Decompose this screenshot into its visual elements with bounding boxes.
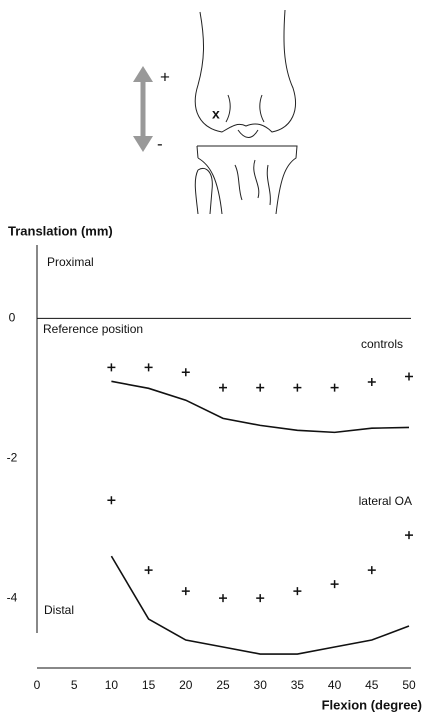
x-axis-title: Flexion (degree) — [322, 697, 422, 712]
annotation: Distal — [44, 603, 74, 617]
x-tick-label: 45 — [365, 678, 379, 692]
data-marker — [293, 383, 302, 392]
marker-label: x — [212, 106, 220, 122]
annotation: Proximal — [47, 255, 94, 269]
x-tick-label: 5 — [71, 678, 78, 692]
y-tick-label: -4 — [7, 590, 18, 604]
y-axis-title: Translation (mm) — [8, 223, 113, 238]
x-tick-label: 40 — [328, 678, 342, 692]
data-marker — [144, 363, 153, 372]
x-tick-label: 50 — [402, 678, 416, 692]
data-marker — [256, 594, 265, 603]
data-marker — [405, 372, 413, 381]
data-marker — [330, 383, 339, 392]
knee-illustration: + - x — [133, 9, 298, 215]
y-tick-label: -2 — [7, 450, 18, 464]
data-marker — [181, 587, 190, 596]
data-marker — [219, 383, 227, 392]
data-marker — [144, 566, 153, 575]
x-tick-label: 0 — [34, 678, 41, 692]
data-marker — [256, 383, 265, 392]
series-label: lateral OA — [359, 494, 412, 508]
x-tick-label: 15 — [142, 678, 156, 692]
fit-line — [111, 380, 410, 434]
series-label: controls — [361, 337, 403, 351]
x-tick-label: 30 — [254, 678, 268, 692]
data-marker — [367, 378, 376, 387]
fit-line — [110, 555, 410, 655]
x-tick-label: 20 — [179, 678, 193, 692]
data-marker — [219, 594, 227, 603]
x-tick-label: 25 — [216, 678, 230, 692]
plus-label: + — [160, 67, 170, 86]
annotation: Reference position — [43, 322, 143, 336]
data-marker — [107, 363, 116, 372]
data-marker — [107, 496, 116, 505]
data-marker — [181, 368, 190, 377]
data-marker — [405, 531, 413, 540]
x-tick-label: 35 — [291, 678, 305, 692]
data-marker — [367, 566, 376, 575]
data-marker — [330, 580, 339, 589]
data-marker — [293, 587, 302, 596]
y-tick-label: 0 — [9, 311, 16, 325]
minus-label: - — [157, 134, 163, 153]
x-tick-label: 10 — [105, 678, 119, 692]
